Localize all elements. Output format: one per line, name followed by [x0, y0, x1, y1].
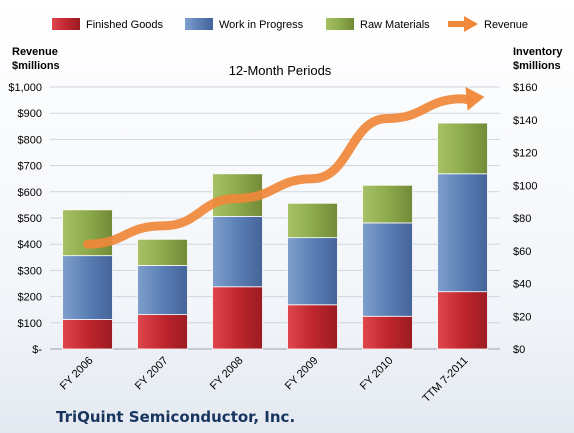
- left-tick-label: $200: [18, 292, 42, 304]
- legend-item-finished-goods: Finished Goods: [52, 18, 164, 31]
- left-axis-label-line1: Revenue: [12, 46, 58, 58]
- revenue-line-layer: [83, 86, 485, 249]
- bar-finished-goods: [287, 304, 338, 350]
- legend-swatch: [52, 18, 80, 30]
- legend-swatch: [326, 18, 354, 30]
- right-tick-label: $60: [513, 246, 531, 258]
- legend: Finished Goods Work in Progress Raw Materi…: [52, 16, 528, 32]
- revenue-line: [83, 94, 473, 249]
- bar-finished-goods: [437, 291, 488, 350]
- bar-finished-goods: [212, 286, 263, 350]
- left-tick-label: $300: [18, 265, 42, 277]
- left-tick-label: $900: [18, 108, 42, 120]
- bar-work-in-progress: [62, 255, 113, 320]
- right-tick-label: $80: [513, 213, 531, 225]
- legend-label: Revenue: [484, 19, 528, 31]
- bar-raw-materials: [137, 238, 188, 266]
- left-tick-label: $600: [18, 187, 42, 199]
- right-tick-label: $40: [513, 279, 531, 291]
- right-axis-label-line2: $millions: [513, 60, 561, 72]
- right-tick-label: $140: [513, 115, 537, 127]
- bar-finished-goods: [62, 319, 113, 350]
- bar-raw-materials: [362, 184, 413, 224]
- bar-work-in-progress: [287, 237, 338, 306]
- bar-finished-goods: [362, 315, 413, 350]
- category-label: FY 2010: [358, 355, 396, 393]
- company-name: TriQuint Semiconductor, Inc.: [56, 408, 295, 426]
- left-axis-ticks: $- $100 $200 $300 $400 $500 $600 $700 $800 $900 $1…: [8, 82, 42, 356]
- right-tick-label: $100: [513, 180, 537, 192]
- bar-raw-materials: [62, 209, 113, 257]
- legend-item-work-in-progress: Work in Progress: [185, 18, 304, 31]
- legend-item-revenue: Revenue: [448, 16, 528, 32]
- legend-item-raw-materials: Raw Materials: [326, 18, 430, 31]
- left-tick-label: $800: [18, 134, 42, 146]
- category-label: FY 2006: [58, 355, 96, 393]
- chart-title: 12-Month Periods: [229, 63, 332, 78]
- right-axis-label-line1: Inventory: [513, 46, 563, 58]
- category-labels: FY 2006 FY 2007 FY 2008 FY 2009 FY 2010 TTM 7…: [58, 355, 471, 405]
- bars-layer: [62, 122, 488, 350]
- left-tick-label: $400: [18, 239, 42, 251]
- right-tick-label: $160: [513, 82, 537, 94]
- bar-work-in-progress: [437, 173, 488, 293]
- right-tick-label: $120: [513, 148, 537, 160]
- left-tick-label: $-: [32, 344, 42, 356]
- bar-finished-goods: [137, 314, 188, 350]
- bar-work-in-progress: [137, 265, 188, 316]
- legend-arrow-icon: [464, 16, 478, 32]
- bar-raw-materials: [287, 202, 338, 239]
- gridlines: [50, 86, 500, 350]
- left-tick-label: $700: [18, 161, 42, 173]
- left-tick-label: $1,000: [8, 82, 42, 94]
- category-label: FY 2007: [133, 355, 171, 393]
- legend-label: Work in Progress: [219, 19, 304, 31]
- left-axis-label-line2: $millions: [12, 60, 60, 72]
- right-tick-label: $0: [513, 344, 525, 356]
- left-tick-label: $100: [18, 318, 42, 330]
- right-axis-ticks: $0 $20 $40 $60 $80 $100 $120 $140 $160: [513, 82, 537, 356]
- category-label: FY 2008: [208, 355, 246, 393]
- category-label: TTM 7-2011: [420, 355, 470, 405]
- legend-label: Finished Goods: [86, 19, 164, 31]
- left-tick-label: $500: [18, 213, 42, 225]
- category-label: FY 2009: [283, 355, 321, 393]
- right-tick-label: $20: [513, 311, 531, 323]
- bar-raw-materials: [437, 122, 488, 175]
- bar-work-in-progress: [212, 215, 263, 288]
- legend-label: Raw Materials: [360, 19, 430, 31]
- bar-work-in-progress: [362, 222, 413, 317]
- legend-swatch: [185, 18, 213, 30]
- revenue-arrowhead: [465, 86, 485, 111]
